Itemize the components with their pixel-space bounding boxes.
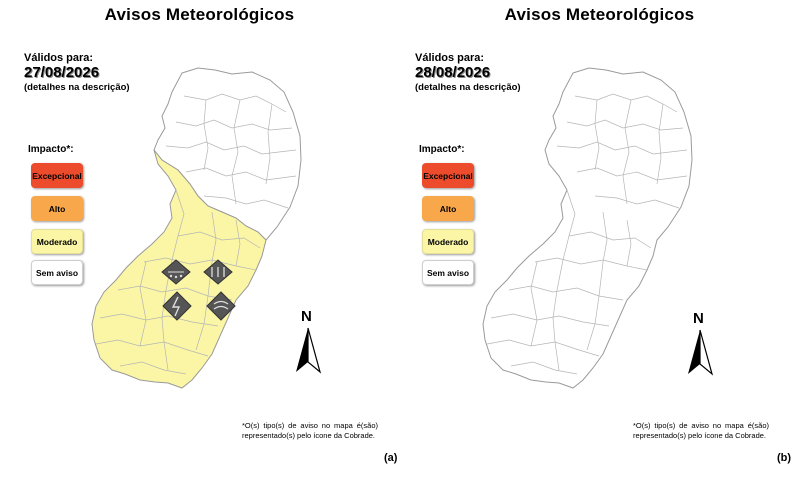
legend-moderado: Moderado (31, 229, 83, 254)
impact-title: Impacto*: (28, 144, 74, 155)
panel-title: Avisos Meteorológicos (104, 5, 295, 24)
legend-sem-aviso: Sem aviso (31, 260, 83, 285)
panel-title: Avisos Meteorológicos (504, 5, 695, 24)
impact-title: Impacto*: (419, 144, 465, 155)
gale-warning-icon[interactable] (206, 291, 236, 321)
panel-a: Avisos Meteorológicos Válidos para: 27/0… (0, 0, 399, 477)
legend-alto: Alto (422, 196, 474, 221)
details-note: (detalhes na descrição) (415, 82, 521, 93)
rain-warning-icon[interactable] (203, 259, 233, 285)
map-region-state (482, 67, 693, 389)
valid-date: 27/08/2026 (24, 64, 100, 81)
north-label: N (693, 310, 704, 327)
legend-excepcional: Excepcional (31, 163, 83, 188)
panel-tag: (a) (384, 452, 398, 464)
municipal-borders (95, 93, 297, 375)
hail-warning-icon[interactable] (161, 259, 191, 285)
legend-excepcional: Excepcional (422, 163, 474, 188)
details-note: (detalhes na descrição) (24, 82, 130, 93)
panel-b: Avisos Meteorológicos Válidos para: 28/0… (400, 0, 799, 477)
municipal-borders (486, 93, 688, 375)
state-map (91, 67, 322, 389)
north-arrow-icon (296, 327, 322, 374)
footnote: *O(s) tipo(s) de aviso no mapa é(são) re… (242, 421, 378, 440)
storm-warning-icon[interactable] (162, 291, 192, 321)
footnote: *O(s) tipo(s) de aviso no mapa é(são) re… (633, 421, 769, 440)
north-label: N (301, 308, 312, 325)
valid-date: 28/08/2026 (415, 64, 491, 81)
panel-tag: (b) (777, 452, 792, 464)
north-arrow-icon (688, 329, 714, 376)
legend-alto: Alto (31, 196, 83, 221)
legend-moderado: Moderado (422, 229, 474, 254)
valid-label: Válidos para: (415, 52, 485, 64)
valid-label: Válidos para: (24, 52, 94, 64)
state-map (482, 67, 714, 389)
legend-sem-aviso: Sem aviso (422, 260, 474, 285)
